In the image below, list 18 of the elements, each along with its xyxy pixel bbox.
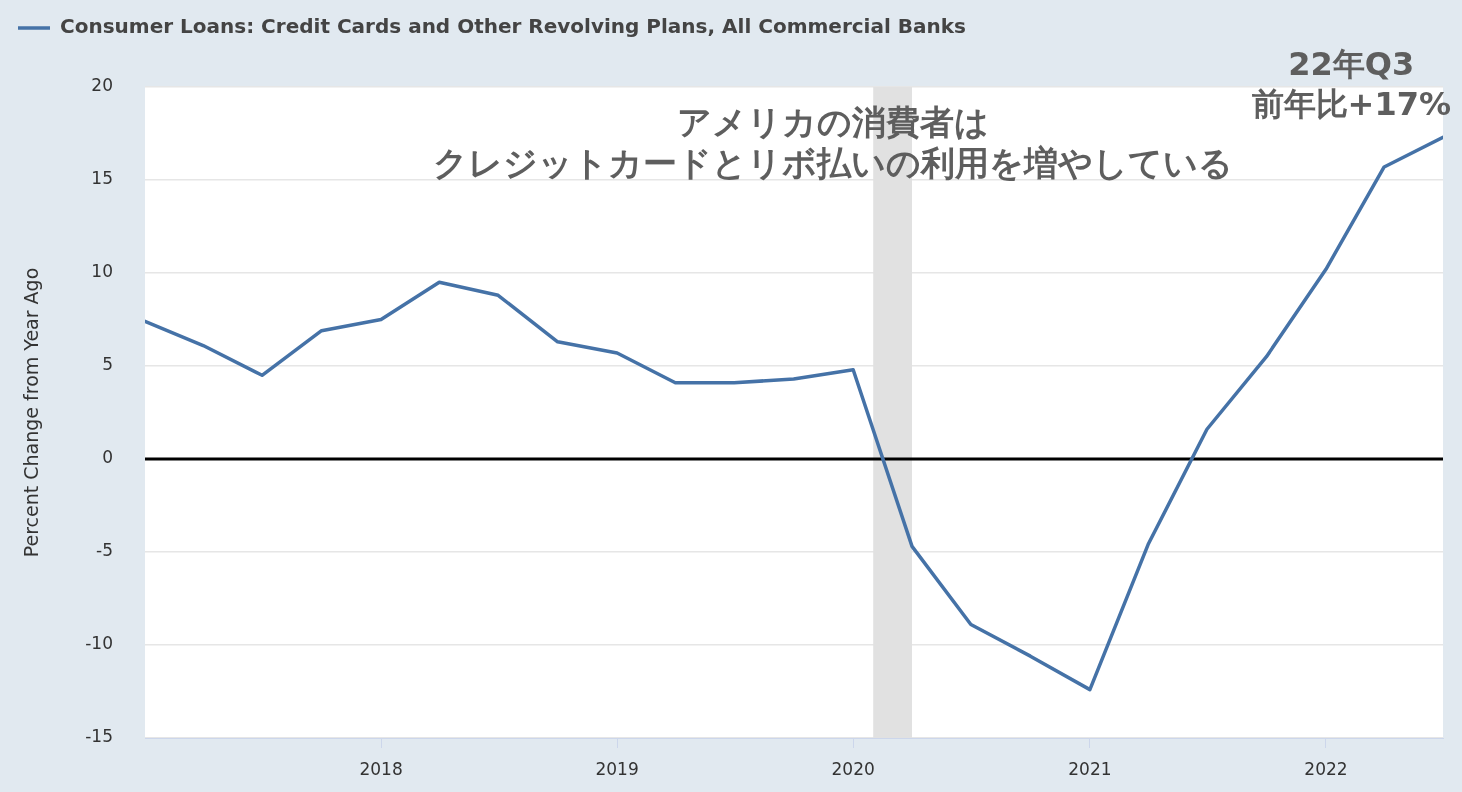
legend-label: Consumer Loans: Credit Cards and Other Revolving Plans, All Commercial Banks: [60, 14, 966, 39]
y-tick-label: 15: [91, 168, 113, 189]
x-tick-label: 2022: [1304, 758, 1348, 779]
x-tick-label: 2020: [831, 758, 875, 779]
y-tick-label: 20: [91, 75, 113, 96]
x-tick-label: 2021: [1068, 758, 1112, 779]
y-tick-label: -10: [85, 633, 113, 654]
y-tick-label: -15: [85, 726, 113, 747]
annotation: クレジットカードとリボ払いの利用を増やしている: [432, 143, 1233, 183]
y-tick-label: -5: [96, 540, 113, 561]
annotation: アメリカの消費者は: [676, 102, 989, 142]
y-tick-label: 0: [102, 447, 113, 468]
y-tick-label: 5: [102, 354, 113, 375]
x-tick-label: 2019: [595, 758, 639, 779]
y-tick-label: 10: [91, 261, 113, 282]
annotation: 22年Q3 前年比+17%: [1251, 45, 1451, 124]
y-axis-title: Percent Change from Year Ago: [20, 267, 43, 558]
x-tick-label: 2018: [359, 758, 403, 779]
